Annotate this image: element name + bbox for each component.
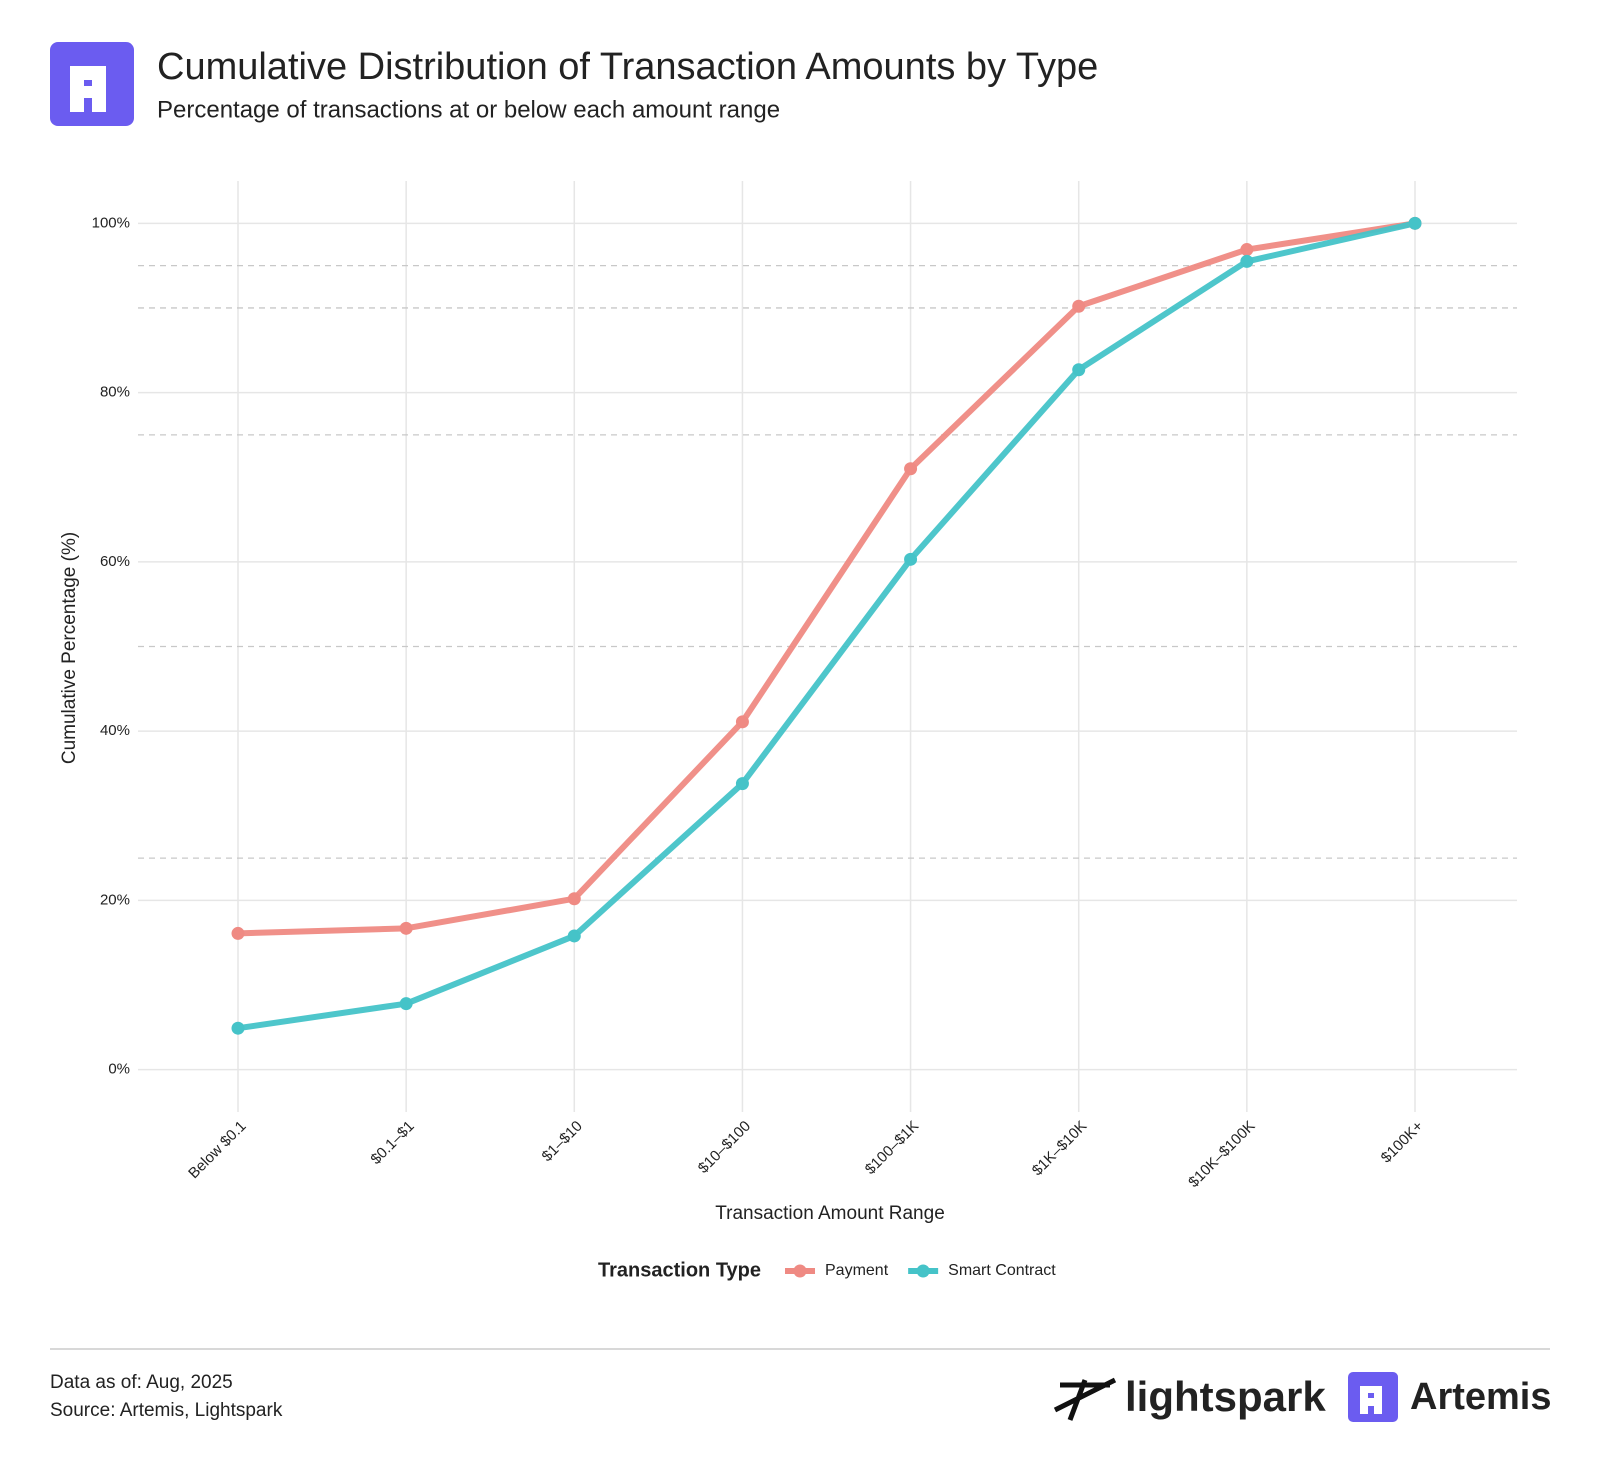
artemis-glyph: [1360, 1386, 1382, 1414]
data-point: [231, 1021, 245, 1035]
data-point: [567, 929, 581, 943]
y-tick-label: 80%: [100, 384, 130, 401]
lightspark-logo: lightspark: [1125, 1373, 1326, 1420]
data-point: [735, 715, 749, 729]
data-point: [1072, 363, 1086, 377]
x-axis-label: Transaction Amount Range: [715, 1203, 945, 1224]
y-tick-label: 40%: [100, 722, 130, 739]
x-tick-label: $10–$100: [695, 1118, 754, 1177]
data-point: [904, 462, 918, 476]
data-point: [1240, 254, 1254, 268]
x-tick-label: $1–$10: [539, 1118, 586, 1165]
logo-glyph: [70, 66, 106, 112]
footer-source: Source: Artemis, Lightspark: [50, 1400, 283, 1421]
y-tick-label: 20%: [100, 891, 130, 908]
legend-swatch-point: [916, 1264, 930, 1278]
x-tick-label: $100K+: [1378, 1117, 1427, 1166]
series-line: [237, 220, 1416, 937]
x-tick-label: Below $0.1: [185, 1118, 250, 1183]
x-tick-label: $10K–$100K: [1185, 1118, 1258, 1191]
legend-swatch-point: [793, 1264, 807, 1278]
data-point: [1072, 299, 1086, 313]
artemis-icon: [1348, 1372, 1398, 1422]
chart-title: Cumulative Distribution of Transaction A…: [157, 46, 1098, 88]
y-tick-label: 100%: [92, 214, 130, 231]
legend-label: Smart Contract: [948, 1262, 1056, 1279]
series-line: [237, 220, 1416, 1032]
y-tick-label: 0%: [108, 1061, 130, 1078]
data-point: [399, 997, 413, 1011]
chart-subtitle: Percentage of transactions at or below e…: [157, 96, 780, 123]
x-tick-label: $100–$1K: [862, 1118, 922, 1178]
y-axis-label: Cumulative Percentage (%): [59, 532, 80, 764]
data-point: [399, 921, 413, 935]
legend-label: Payment: [825, 1262, 889, 1279]
legend-title: Transaction Type: [598, 1259, 761, 1281]
footer-date: Data as of: Aug, 2025: [50, 1372, 233, 1393]
data-point: [1240, 243, 1254, 257]
y-tick-label: 60%: [100, 553, 130, 570]
lightspark-icon: [1053, 1377, 1117, 1421]
x-tick-label: $1K–$10K: [1029, 1118, 1091, 1180]
data-point: [1408, 216, 1422, 230]
data-point: [231, 926, 245, 940]
artemis-logo: Artemis: [1410, 1376, 1552, 1418]
x-tick-label: $0.1–$1: [367, 1118, 417, 1168]
data-point: [904, 552, 918, 566]
data-point: [735, 777, 749, 791]
data-point: [567, 892, 581, 906]
